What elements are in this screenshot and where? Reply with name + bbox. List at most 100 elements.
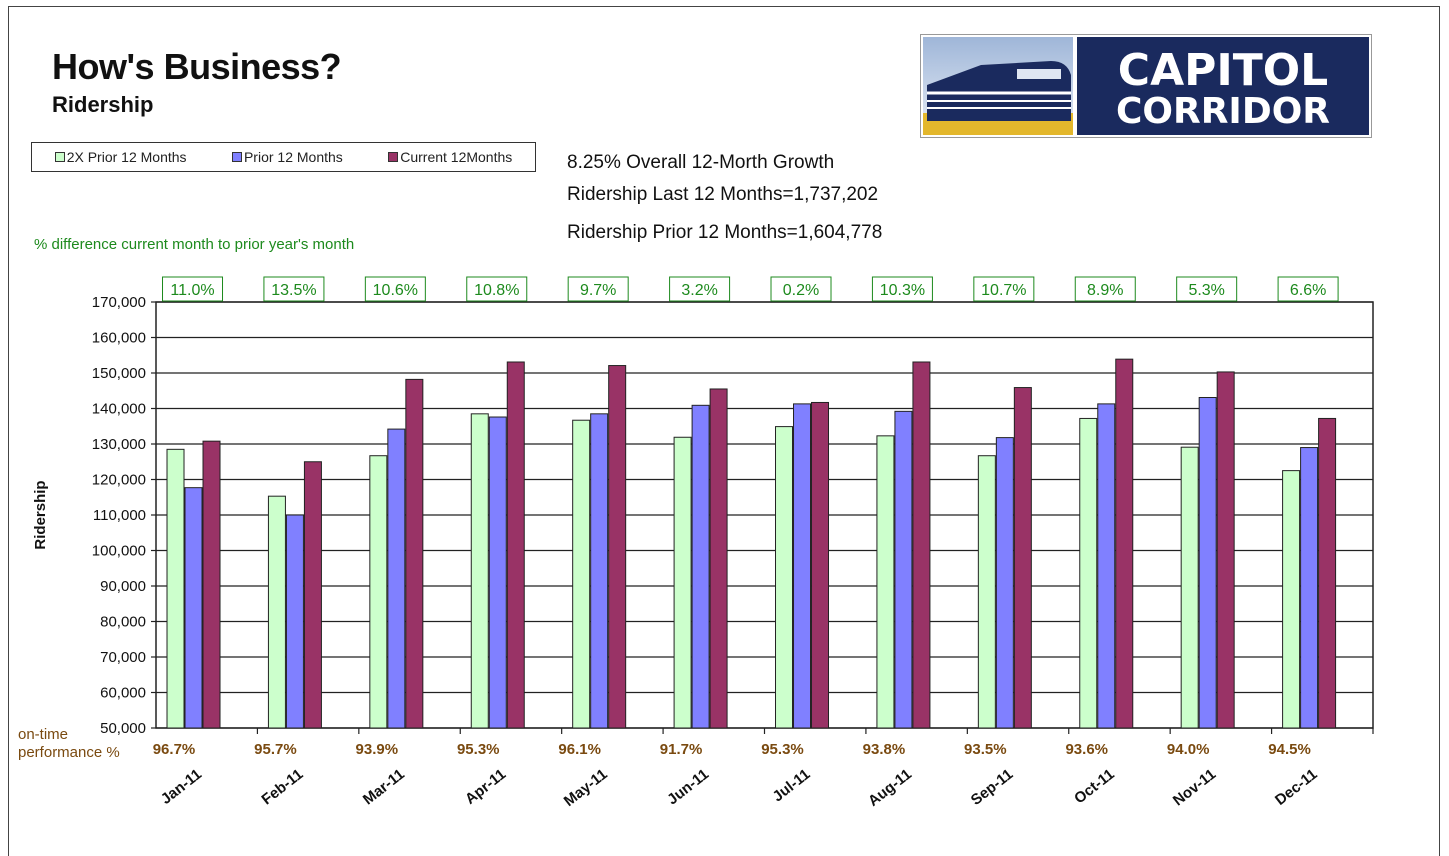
y-tick-label: 110,000 bbox=[93, 507, 146, 524]
bar-mar-11-series-0 bbox=[369, 455, 388, 729]
x-tick-label: Feb-11 bbox=[258, 766, 306, 809]
bar-feb-11-series-2 bbox=[303, 461, 322, 729]
pct-diff-label: 10.8% bbox=[474, 282, 519, 299]
bar-sep-11-series-1 bbox=[995, 437, 1014, 729]
bar-jan-11-series-0 bbox=[166, 448, 185, 729]
y-tick-label: 70,000 bbox=[100, 649, 146, 666]
bar-dec-11-series-2 bbox=[1318, 417, 1337, 729]
pct-diff-label: 8.9% bbox=[1087, 282, 1123, 299]
ontime-value: 93.5% bbox=[964, 741, 1007, 758]
ontime-value: 95.3% bbox=[457, 741, 500, 758]
pct-diff-label: 13.5% bbox=[271, 282, 316, 299]
x-tick-label: Aug-11 bbox=[865, 766, 915, 810]
pct-diff-box bbox=[871, 276, 933, 302]
train-logo-icon: CAPITOL CORRIDOR bbox=[923, 37, 1369, 135]
page-title: How's Business? bbox=[52, 46, 342, 87]
x-tick-label: Mar-11 bbox=[360, 766, 408, 809]
y-tick-label: 80,000 bbox=[100, 614, 146, 631]
x-tick-label: Nov-11 bbox=[1170, 766, 1219, 810]
bar-aug-11-series-2 bbox=[912, 361, 931, 729]
bar-may-11-series-0 bbox=[572, 419, 591, 729]
y-tick-label: 100,000 bbox=[92, 543, 146, 560]
x-tick-label: Jan-11 bbox=[158, 766, 205, 808]
pct-diff-box bbox=[567, 276, 629, 302]
bar-jul-11-series-2 bbox=[811, 401, 830, 729]
ontime-value: 91.7% bbox=[660, 741, 703, 758]
page-frame bbox=[8, 6, 1440, 856]
pct-diff-label: 6.6% bbox=[1290, 282, 1326, 299]
x-tick-label: Jul-11 bbox=[769, 766, 813, 806]
summary-last-12: Ridership Last 12 Months=1,737,202 bbox=[567, 184, 879, 205]
y-tick-label: 150,000 bbox=[92, 365, 146, 382]
y-tick-label: 170,000 bbox=[92, 294, 146, 311]
y-axis-label: Ridership bbox=[32, 480, 49, 549]
bar-nov-11-series-1 bbox=[1198, 396, 1217, 729]
pct-diff-label: 11.0% bbox=[170, 282, 214, 299]
pct-diff-box bbox=[973, 276, 1035, 302]
x-tick-label: Jun-11 bbox=[664, 766, 712, 809]
pct-diff-box bbox=[669, 276, 731, 302]
ontime-value: 93.6% bbox=[1065, 741, 1108, 758]
pct-diff-box bbox=[770, 276, 832, 302]
ontime-value: 95.7% bbox=[254, 741, 297, 758]
pct-diff-box bbox=[1277, 276, 1339, 302]
logo-line1: CAPITOL bbox=[1118, 45, 1328, 96]
pct-difference-note: % difference current month to prior year… bbox=[34, 236, 355, 253]
ontime-value: 94.5% bbox=[1268, 741, 1311, 758]
pct-diff-label: 9.7% bbox=[580, 282, 616, 299]
chart-legend: 2X Prior 12 Months Prior 12 Months Curre… bbox=[31, 142, 536, 172]
summary-growth: 8.25% Overall 12-Morth Growth bbox=[567, 152, 835, 173]
bar-mar-11-series-2 bbox=[405, 378, 424, 729]
bar-feb-11-series-1 bbox=[285, 514, 304, 729]
summary-prior-12: Ridership Prior 12 Months=1,604,778 bbox=[567, 222, 883, 243]
bar-dec-11-series-0 bbox=[1282, 470, 1301, 729]
bar-aug-11-series-0 bbox=[876, 435, 895, 729]
bar-oct-11-series-0 bbox=[1079, 417, 1098, 729]
pct-diff-box bbox=[364, 276, 426, 302]
bar-sep-11-series-0 bbox=[977, 455, 996, 729]
bars bbox=[166, 358, 1337, 729]
bar-mar-11-series-1 bbox=[387, 428, 406, 729]
y-tick-label: 140,000 bbox=[92, 401, 146, 418]
y-tick-label: 160,000 bbox=[92, 330, 146, 347]
logo-line2: CORRIDOR bbox=[1116, 91, 1330, 132]
bar-jun-11-series-0 bbox=[673, 436, 692, 729]
x-tick-label: Sep-11 bbox=[968, 766, 1017, 809]
pct-diff-box bbox=[466, 276, 528, 302]
bar-jan-11-series-2 bbox=[202, 440, 221, 729]
y-tick-label: 50,000 bbox=[100, 720, 146, 737]
legend-item-current: Current 12Months bbox=[388, 149, 512, 165]
ontime-label-line1: on-time bbox=[18, 726, 69, 743]
legend-item-prior: Prior 12 Months bbox=[231, 149, 343, 165]
ontime-performance-label: on-time performance % bbox=[18, 726, 120, 762]
ontime-label-line2: performance % bbox=[18, 744, 120, 761]
bar-apr-11-series-0 bbox=[470, 413, 489, 729]
pct-diff-label: 10.6% bbox=[373, 282, 418, 299]
bar-jun-11-series-1 bbox=[691, 404, 710, 729]
pct-diff-label: 10.7% bbox=[981, 282, 1026, 299]
y-tick-label: 120,000 bbox=[92, 472, 146, 489]
ontime-value: 93.9% bbox=[356, 741, 399, 758]
bar-jan-11-series-1 bbox=[184, 487, 203, 729]
pct-diff-box bbox=[1074, 276, 1136, 302]
grid-lines bbox=[155, 301, 1374, 729]
legend-swatch-prior bbox=[231, 152, 242, 162]
page-subtitle: Ridership bbox=[52, 92, 154, 117]
bar-apr-11-series-2 bbox=[506, 361, 525, 729]
legend-swatch-two-x-prior bbox=[54, 152, 65, 162]
legend-swatch-current bbox=[388, 152, 399, 162]
bar-may-11-series-2 bbox=[608, 365, 627, 729]
bar-apr-11-series-1 bbox=[488, 416, 507, 729]
x-tick-label: Oct-11 bbox=[1071, 766, 1118, 808]
pct-diff-label: 10.3% bbox=[880, 282, 925, 299]
pct-diff-label: 3.2% bbox=[681, 282, 717, 299]
bar-jul-11-series-1 bbox=[793, 403, 812, 729]
legend-label-two-x-prior: 2X Prior 12 Months bbox=[66, 149, 187, 165]
ontime-value: 95.3% bbox=[761, 741, 804, 758]
legend-label-prior: Prior 12 Months bbox=[243, 149, 343, 165]
x-tick-label: Dec-11 bbox=[1272, 766, 1321, 809]
y-tick-label: 60,000 bbox=[100, 685, 146, 702]
ontime-value: 96.1% bbox=[558, 741, 601, 758]
ontime-value: 94.0% bbox=[1167, 741, 1210, 758]
bar-oct-11-series-2 bbox=[1115, 358, 1134, 729]
